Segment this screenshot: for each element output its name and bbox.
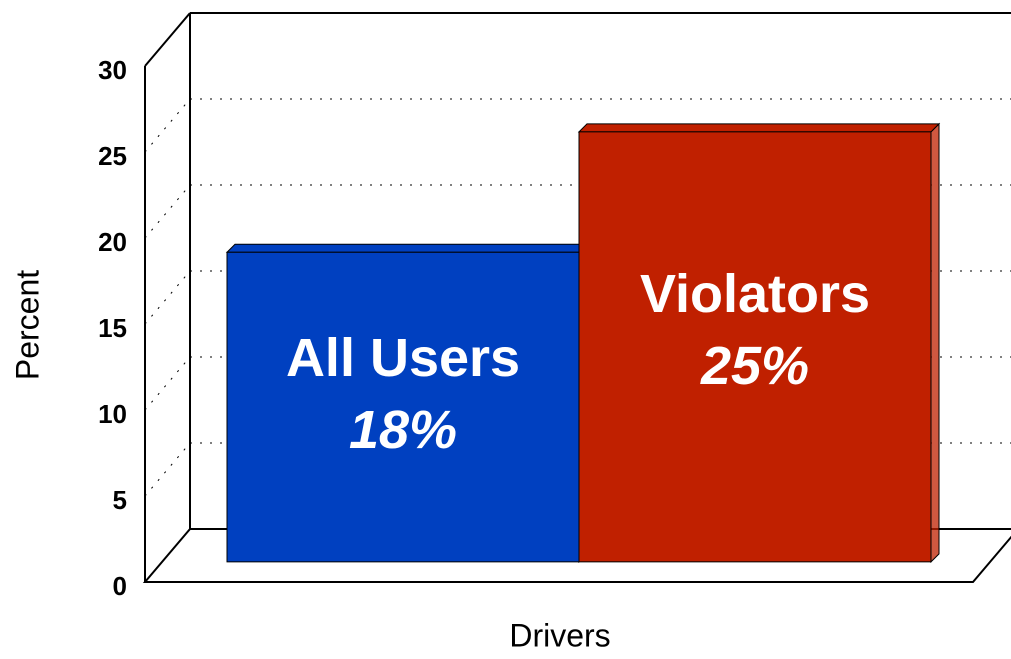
- grid-line-side: [144, 356, 191, 411]
- bar: [226, 251, 580, 563]
- y-axis-label: Percent: [9, 270, 45, 380]
- bar-category-label: Violators: [640, 264, 870, 324]
- bar-side: [930, 122, 940, 564]
- y-tick-label: 25: [98, 141, 127, 171]
- y-tick-label: 0: [113, 571, 127, 601]
- bar-category-label: All Users: [286, 328, 520, 388]
- left-wall-top: [144, 12, 191, 67]
- grid-line-side: [144, 184, 191, 239]
- bar-value-label: 25%: [700, 336, 809, 396]
- bar-top: [225, 243, 589, 253]
- bar-top: [577, 123, 941, 133]
- y-tick-label: 30: [98, 55, 127, 85]
- bar: [578, 131, 932, 563]
- grid-line-side: [144, 270, 191, 325]
- bar-value-label: 18%: [349, 400, 457, 460]
- grid-line-side: [144, 98, 191, 153]
- grid-line-side: [144, 442, 191, 497]
- y-tick-label: 10: [98, 399, 127, 429]
- x-axis-label: Drivers: [509, 617, 610, 653]
- y-tick-label: 20: [98, 227, 127, 257]
- y-tick-label: 15: [98, 313, 127, 343]
- y-tick-label: 5: [113, 485, 127, 515]
